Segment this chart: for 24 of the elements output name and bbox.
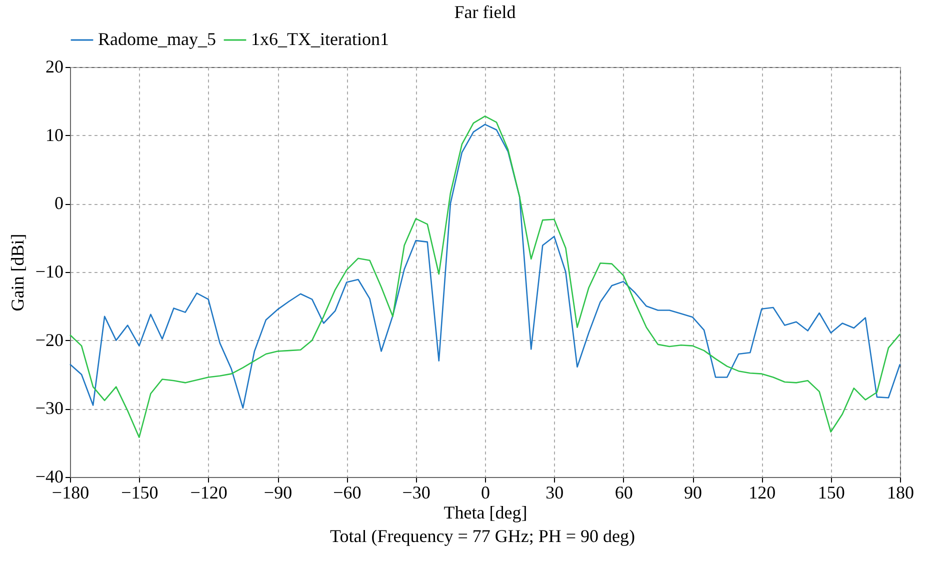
y-tick-label: −20 [35,330,64,350]
y-axis-title: Gain [dBi] [7,234,28,312]
x-tick-label: −90 [264,482,292,502]
legend-label: Radome_may_5 [98,29,216,49]
x-axis-title: Theta [deg] [444,502,528,522]
x-tick-label: −30 [402,482,430,502]
chart-title: Far field [454,2,516,22]
y-tick-label: 0 [54,193,64,214]
x-tick-label: 30 [546,482,564,502]
y-tick-label: 10 [46,124,64,145]
x-tick-label: 0 [481,482,490,502]
x-tick-label: 180 [887,482,914,502]
legend-label: 1x6_TX_iteration1 [251,29,389,49]
x-tick-label: −150 [121,482,158,502]
x-tick-label: 60 [614,482,633,502]
x-tick-label: 150 [818,482,845,502]
x-tick-label: −120 [190,482,228,502]
y-tick-label: −30 [35,398,64,418]
y-tick-label: −10 [35,262,64,282]
x-tick-label: 120 [748,482,776,502]
text: Total (Frequency = 77 GHz; PH = 90 deg) [329,526,636,547]
x-tick-label: −60 [333,482,362,502]
x-tick-label: 90 [684,482,702,502]
y-tick-label: 20 [46,56,64,76]
